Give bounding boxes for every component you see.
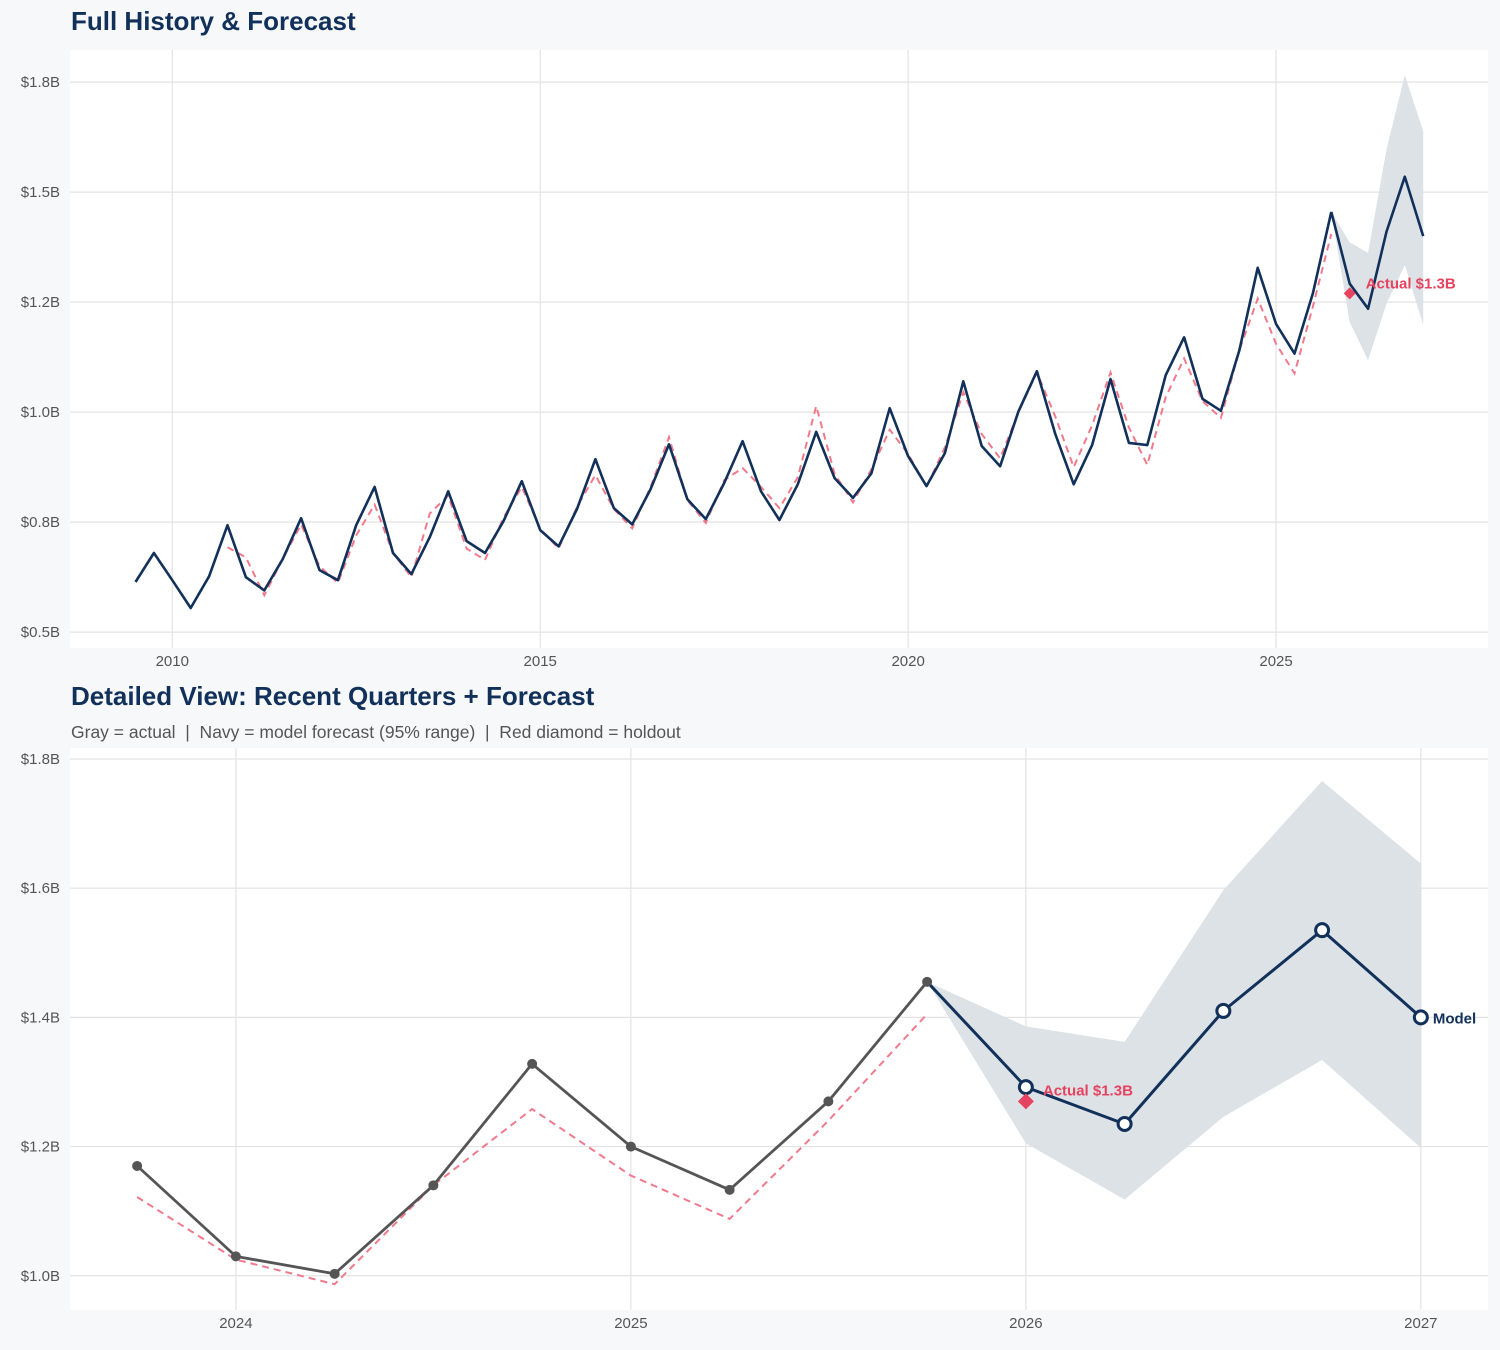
x-tick-label: 2025 — [1259, 653, 1292, 670]
y-tick-label: $1.2B — [21, 1139, 60, 1156]
y-tick-label: $1.8B — [21, 751, 60, 768]
x-tick-label: 2026 — [1009, 1315, 1042, 1332]
y-tick-label: $1.4B — [21, 1009, 60, 1026]
forecast-series-line — [1330, 175, 1425, 311]
x-tick-label: 2025 — [614, 1315, 647, 1332]
x-tick-label: 2020 — [891, 653, 924, 670]
y-tick-label: $1.6B — [21, 880, 60, 897]
holdout-annotation: Actual $1.3B — [1366, 275, 1456, 292]
top-chart-title: Full History & Forecast — [71, 6, 356, 36]
actual-point — [724, 1184, 735, 1195]
actual-point — [625, 1141, 636, 1152]
actual-point — [527, 1058, 538, 1069]
forecast-point — [1215, 1002, 1232, 1019]
bottom-chart-title: Detailed View: Recent Quarters + Forecas… — [71, 681, 595, 711]
forecast-point — [1314, 922, 1331, 939]
holdout-diamond — [1343, 287, 1356, 300]
y-tick-label: $0.8B — [21, 514, 60, 531]
x-tick-label: 2010 — [156, 653, 189, 670]
forecast-point — [1116, 1115, 1133, 1132]
actual-point — [922, 976, 933, 987]
actual-point — [428, 1180, 439, 1191]
holdout-diamond — [1017, 1093, 1034, 1110]
top-chart: $0.5B $0.8B $1.0B $1.2B $1.5B $1.8B 2010 2015 20… — [21, 50, 1488, 670]
y-tick-label: $1.2B — [21, 294, 60, 311]
y-tick-label: $1.0B — [21, 404, 60, 421]
actual-point — [230, 1251, 241, 1262]
x-tick-label: 2024 — [219, 1315, 252, 1332]
actual-point — [132, 1160, 143, 1171]
actual-series-line — [134, 211, 1333, 610]
y-tick-label: $1.5B — [21, 184, 60, 201]
y-tick-label: $0.5B — [21, 624, 60, 641]
actual-point — [823, 1096, 834, 1107]
holdout-annotation: Actual $1.3B — [1043, 1082, 1133, 1099]
fitted-series-line — [227, 233, 1333, 598]
y-tick-label: $1.8B — [21, 74, 60, 91]
forecast-point — [1412, 1009, 1429, 1026]
model-end-label: Model — [1433, 1010, 1476, 1027]
plot-area — [70, 50, 1488, 648]
fitted-series-line — [136, 1013, 928, 1286]
bottom-chart: $1.0B $1.2B $1.4B $1.6B $1.8B 2024 2025 2026 202… — [21, 748, 1488, 1332]
x-tick-label: 2027 — [1404, 1315, 1437, 1332]
forecast-series-line — [926, 928, 1422, 1126]
actual-point — [329, 1268, 340, 1279]
y-tick-label: $1.0B — [21, 1268, 60, 1285]
bottom-chart-subtitle: Gray = actual | Navy = model forecast (9… — [71, 722, 681, 742]
x-tick-label: 2015 — [524, 653, 557, 670]
forecast-point — [1017, 1079, 1034, 1096]
